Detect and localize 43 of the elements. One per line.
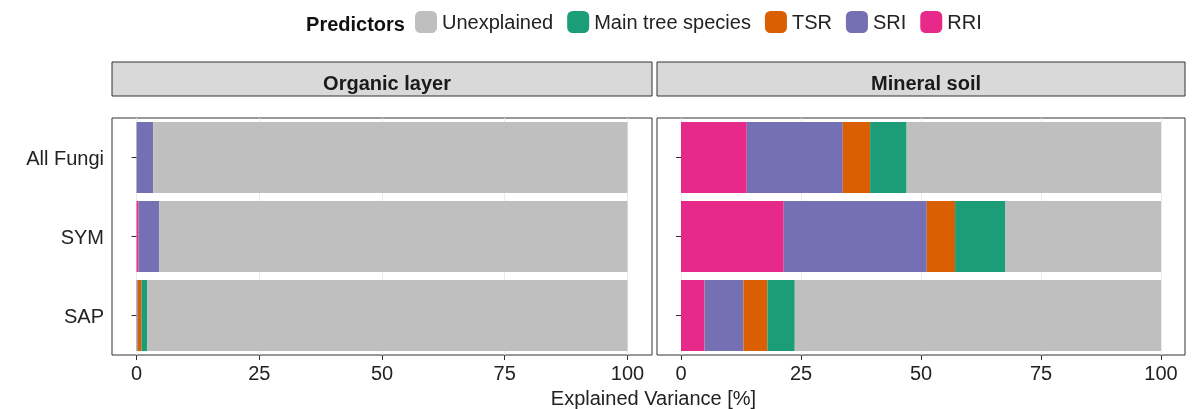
- bar: [1005, 200, 1161, 273]
- legend-label: RRI: [947, 11, 982, 33]
- chart-title: Organic layer: [323, 72, 452, 94]
- legend-label: Unexplained: [442, 11, 554, 33]
- legend-title: Predictors: [306, 13, 405, 35]
- bar: [704, 279, 744, 352]
- x-axis-title: Explained Variance [%]: [550, 387, 757, 409]
- legend-label: SRI: [872, 11, 907, 33]
- bar: [955, 200, 1005, 273]
- bar: [141, 279, 148, 352]
- x-tick-label: 50: [370, 362, 394, 384]
- bar: [136, 121, 154, 194]
- y-tick-label: SYM: [60, 225, 104, 248]
- bar: [926, 200, 956, 273]
- x-tick-label: 100: [1144, 362, 1178, 384]
- bar: [746, 121, 843, 194]
- bar: [906, 121, 1161, 194]
- y-tick-label: SAP: [63, 304, 104, 327]
- x-tick-label: 75: [493, 362, 516, 384]
- x-tick-label: 75: [1029, 362, 1053, 384]
- bar: [159, 200, 628, 273]
- y-tick-label: All Fungi: [26, 146, 104, 169]
- x-tick-label: 50: [909, 362, 933, 384]
- legend-label: Main tree species: [594, 11, 751, 33]
- x-tick-label: 100: [610, 362, 645, 384]
- bar: [681, 200, 784, 273]
- legend-label: TSR: [791, 11, 832, 33]
- x-tick-label: 0: [130, 362, 143, 384]
- chart-title: Mineral soil: [870, 72, 982, 94]
- bar: [743, 279, 768, 352]
- bar: [842, 121, 871, 194]
- bar: [681, 121, 747, 194]
- bar: [794, 279, 1161, 352]
- bar: [153, 121, 628, 194]
- x-tick-label: 0: [675, 362, 687, 384]
- bar: [783, 200, 927, 273]
- bar: [870, 121, 907, 194]
- bar: [767, 279, 795, 352]
- x-tick-label: 25: [248, 362, 271, 384]
- bar: [147, 279, 628, 352]
- x-tick-label: 25: [789, 362, 813, 384]
- bar: [681, 279, 705, 352]
- bar: [138, 200, 160, 273]
